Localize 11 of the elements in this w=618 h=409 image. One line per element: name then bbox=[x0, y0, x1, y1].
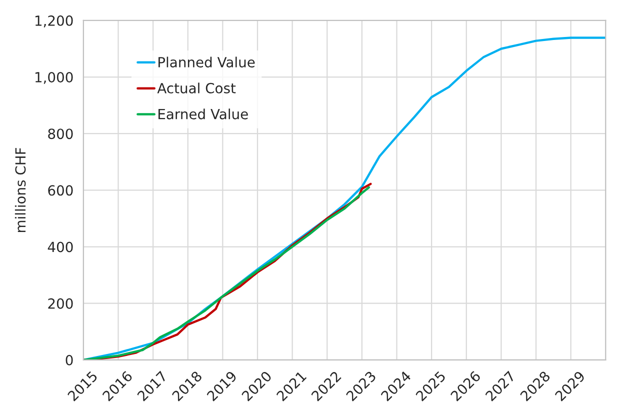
y-tick-label: 1,000 bbox=[35, 72, 73, 84]
y-tick-label: 600 bbox=[48, 185, 73, 196]
legend-label: Earned Value bbox=[158, 108, 248, 120]
y-tick-label: 200 bbox=[48, 298, 73, 309]
y-tick-label: 800 bbox=[48, 128, 73, 140]
y-tick-label: 1,200 bbox=[35, 15, 73, 28]
legend-label: Planned Value bbox=[158, 56, 255, 68]
y-tick-label: 0 bbox=[66, 354, 73, 366]
y-axis-title: millions CHF bbox=[14, 148, 26, 232]
legend-label: Actual Cost bbox=[157, 82, 236, 94]
y-tick-label: 400 bbox=[48, 242, 73, 252]
